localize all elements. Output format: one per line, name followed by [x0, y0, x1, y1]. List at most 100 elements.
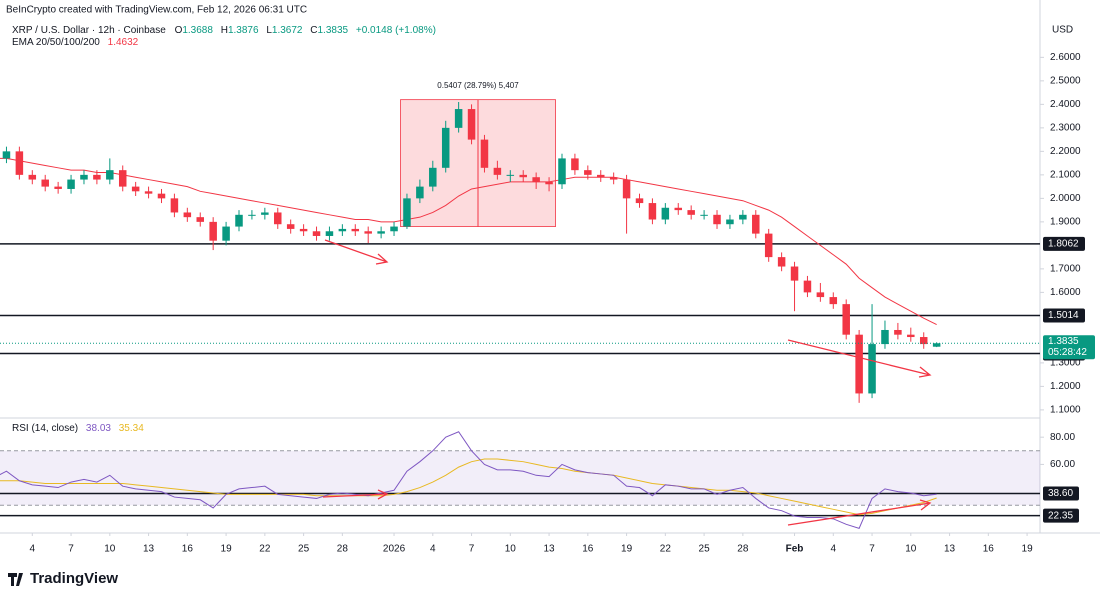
candle-body	[752, 214, 760, 234]
level-label: 38.60	[1048, 488, 1073, 499]
ema-value: 1.4632	[108, 37, 139, 48]
y-tick-label: 2.2000	[1050, 146, 1081, 157]
y-tick-label: 1.6000	[1050, 287, 1081, 298]
candle-body	[919, 337, 928, 345]
x-tick-label: 28	[337, 544, 349, 555]
ema-legend: EMA 20/50/100/200 1.4632	[12, 37, 139, 48]
y-tick-label: 1.1000	[1050, 405, 1081, 416]
x-tick-label: 22	[259, 544, 271, 555]
candle-body	[312, 231, 321, 236]
x-tick-label: 4	[831, 544, 837, 555]
y-tick-label: 2.0000	[1050, 193, 1081, 204]
candle-body	[842, 304, 850, 335]
candle-body	[299, 228, 308, 232]
candle-body	[28, 174, 37, 180]
candle-body	[790, 266, 799, 281]
y-tick-label: 1.3000	[1050, 358, 1081, 369]
candle-body	[855, 334, 863, 394]
x-tick-label: 25	[699, 544, 711, 555]
candle-body	[700, 214, 708, 216]
candle-body	[894, 329, 902, 335]
candle-body	[506, 174, 515, 176]
candle-body	[15, 151, 24, 175]
ema-line	[0, 157, 937, 325]
candle-body	[248, 214, 256, 216]
symbol-line: XRP / U.S. Dollar · 12h · Coinbase O1.36…	[12, 25, 436, 36]
x-tick-label: 7	[469, 544, 475, 555]
y-tick-label: 60.00	[1050, 459, 1075, 470]
candle-body	[571, 158, 579, 171]
candle-body	[144, 191, 153, 194]
candle-body	[351, 228, 360, 232]
candle-body	[54, 186, 62, 189]
level-label: 1.5014	[1048, 310, 1079, 321]
y-tick-label: 2.6000	[1050, 52, 1081, 63]
annotation-arrows	[322, 239, 932, 526]
x-tick-label: 4	[30, 544, 36, 555]
price-tag-label: 1.3835	[1048, 336, 1079, 347]
change: +0.0148 (+1.08%)	[356, 25, 436, 36]
x-tick-label: 10	[104, 544, 116, 555]
rsi-title: RSI (14, close)	[12, 423, 78, 434]
candle-body	[881, 329, 889, 345]
candle-body	[932, 343, 941, 347]
candle-body	[519, 174, 527, 178]
x-tick-label: Feb	[786, 544, 804, 555]
level-label: 1.8062	[1048, 239, 1079, 250]
rsi-line	[0, 458, 937, 516]
candle-body	[480, 139, 489, 168]
candle-body	[764, 233, 773, 258]
candle-body	[596, 174, 605, 178]
rsi-line	[0, 431, 937, 529]
candle-body	[829, 297, 838, 305]
c-label: C	[310, 25, 317, 36]
candle-body	[377, 231, 385, 234]
arrow	[324, 239, 389, 265]
brand-logo	[8, 573, 23, 586]
candle-body	[170, 198, 179, 213]
candle-body	[209, 221, 217, 241]
candle-body	[67, 179, 75, 189]
x-tick-label: 7	[869, 544, 875, 555]
arrow	[787, 499, 932, 526]
o-label: O	[175, 25, 183, 36]
arrow	[787, 339, 932, 378]
credit: BeInCrypto created with TradingView.com,…	[6, 5, 307, 16]
candle-body	[868, 344, 876, 394]
y-tick-label: 1.2000	[1050, 381, 1081, 392]
y-tick-label: 80.00	[1050, 432, 1075, 443]
candle-body	[454, 109, 463, 128]
candle-body	[222, 226, 230, 241]
candle-body	[558, 158, 566, 185]
candle-body	[131, 186, 140, 192]
price-tag	[1043, 335, 1095, 360]
candle-body	[338, 228, 347, 232]
candle-body	[41, 179, 49, 187]
x-tick-label: 16	[582, 544, 594, 555]
candle-body	[441, 127, 450, 168]
candle-body	[635, 198, 644, 204]
x-tick-label: 28	[737, 544, 749, 555]
candle-body	[545, 181, 553, 185]
candle-body	[80, 174, 88, 180]
candle-body	[183, 212, 192, 218]
x-tick-label: 13	[544, 544, 556, 555]
candle-body	[739, 214, 747, 220]
y-tick-label: 2.3000	[1050, 122, 1081, 133]
y-tick-label: 2.5000	[1050, 75, 1081, 86]
rsi-legend: RSI (14, close) 38.03 35.34	[12, 423, 144, 434]
candle-body	[364, 231, 372, 234]
candle-body	[777, 257, 786, 267]
h-value: 1.3876	[228, 25, 259, 36]
candle-body	[2, 151, 11, 159]
x-tick-label: 19	[1022, 544, 1034, 555]
x-tick-label: 19	[621, 544, 633, 555]
measure-label: 0.5407 (28.79%) 5,407	[437, 81, 519, 90]
x-tick-label: 19	[221, 544, 233, 555]
candle-body	[493, 167, 502, 175]
level-tag	[1043, 508, 1079, 523]
y-tick-label: 1.9000	[1050, 217, 1081, 228]
x-tick-label: 2026	[383, 544, 406, 555]
x-tick-label: 4	[430, 544, 436, 555]
